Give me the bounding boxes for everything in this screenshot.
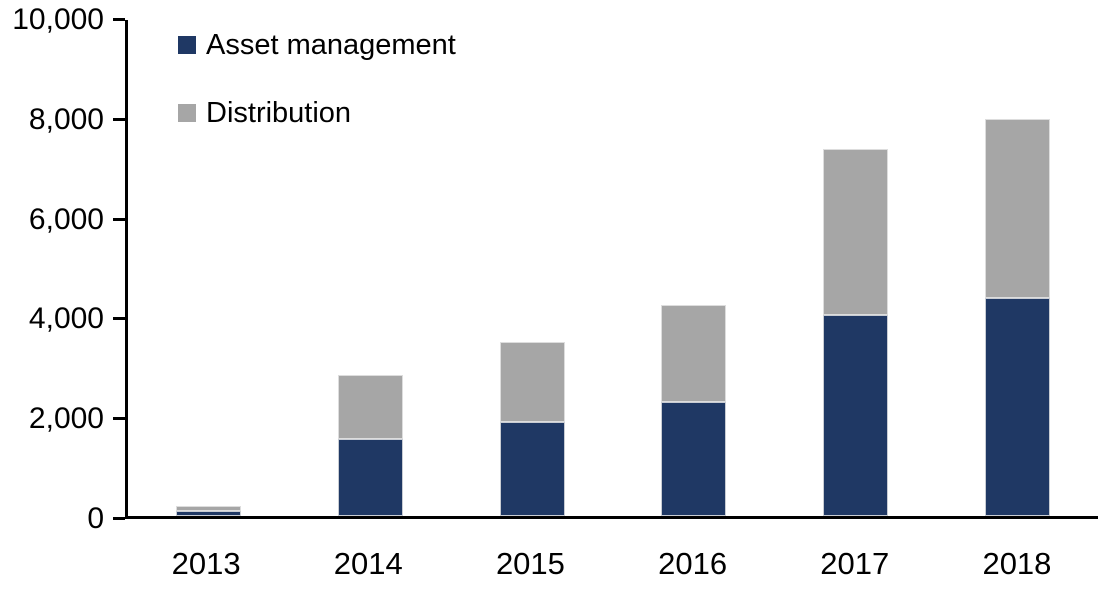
plot-area: Asset management Distribution bbox=[125, 20, 1098, 519]
stacked-bar-2014 bbox=[338, 20, 403, 516]
y-axis-tick bbox=[113, 18, 125, 21]
bar-segment-2014-asset-management bbox=[338, 439, 403, 516]
stacked-bar-2017 bbox=[823, 20, 889, 516]
legend-swatch-asset-management-icon bbox=[178, 36, 196, 54]
bar-slot-2013 bbox=[128, 20, 290, 516]
y-axis-tick bbox=[113, 117, 125, 121]
y-axis-tick bbox=[113, 417, 125, 421]
y-axis-ticks bbox=[113, 18, 125, 520]
y-axis-tick-label: 2,000 bbox=[28, 402, 104, 436]
x-axis-label-2018: 2018 bbox=[982, 546, 1052, 581]
y-axis-tick-label: 4,000 bbox=[28, 302, 104, 336]
bar-segment-2017-asset-management bbox=[823, 315, 889, 516]
bar-segment-2015-distribution bbox=[499, 342, 565, 422]
bar-slot-2014 bbox=[290, 20, 452, 516]
bar-segment-2013-distribution bbox=[176, 506, 242, 512]
legend-label-asset-management: Asset management bbox=[206, 29, 456, 61]
bars-area bbox=[128, 20, 1098, 516]
legend-item-asset-management: Asset management bbox=[178, 26, 456, 64]
legend-swatch-distribution-icon bbox=[178, 104, 196, 122]
bar-segment-2018-distribution bbox=[984, 119, 1050, 298]
bar-slot-2015 bbox=[451, 20, 613, 516]
stacked-bar-2013 bbox=[176, 20, 242, 516]
legend: Asset management Distribution bbox=[178, 26, 456, 162]
x-axis-label-2015: 2015 bbox=[495, 546, 565, 581]
bar-segment-2013-asset-management bbox=[176, 511, 242, 516]
bar-segment-2016-distribution bbox=[661, 305, 727, 402]
y-axis-tick-label: 8,000 bbox=[28, 102, 104, 136]
x-axis-labels: 2013 2014 2015 2016 2017 2018 bbox=[125, 547, 1098, 587]
y-axis-tick bbox=[113, 217, 125, 221]
y-axis-tick-labels: 0 2,000 4,000 6,000 8,000 10,000 bbox=[0, 5, 104, 534]
x-axis-label-2013: 2013 bbox=[171, 546, 241, 581]
bar-segment-2014-distribution bbox=[338, 374, 403, 440]
bar-segment-2016-asset-management bbox=[661, 401, 727, 516]
x-axis-label-2017: 2017 bbox=[820, 546, 890, 581]
bar-segment-2015-asset-management bbox=[499, 421, 565, 516]
x-axis-label-2016: 2016 bbox=[658, 546, 728, 581]
y-axis-tick-label: 0 bbox=[87, 502, 104, 535]
y-axis-tick-label: 6,000 bbox=[28, 202, 104, 236]
bar-slot-2018 bbox=[936, 20, 1098, 516]
stacked-bar-2015 bbox=[499, 20, 565, 516]
x-axis-label-2014: 2014 bbox=[333, 546, 403, 581]
bar-segment-2017-distribution bbox=[823, 148, 889, 316]
legend-item-distribution: Distribution bbox=[178, 94, 456, 132]
y-axis-tick-label: 10,000 bbox=[12, 3, 104, 36]
stacked-bar-2018 bbox=[984, 20, 1050, 516]
stacked-bar-2016 bbox=[661, 20, 727, 516]
bar-slot-2017 bbox=[775, 20, 937, 516]
bar-slot-2016 bbox=[613, 20, 775, 516]
bar-segment-2018-asset-management bbox=[984, 297, 1050, 516]
legend-label-distribution: Distribution bbox=[206, 97, 352, 129]
y-axis-tick bbox=[113, 317, 125, 321]
y-axis-tick bbox=[113, 517, 125, 520]
